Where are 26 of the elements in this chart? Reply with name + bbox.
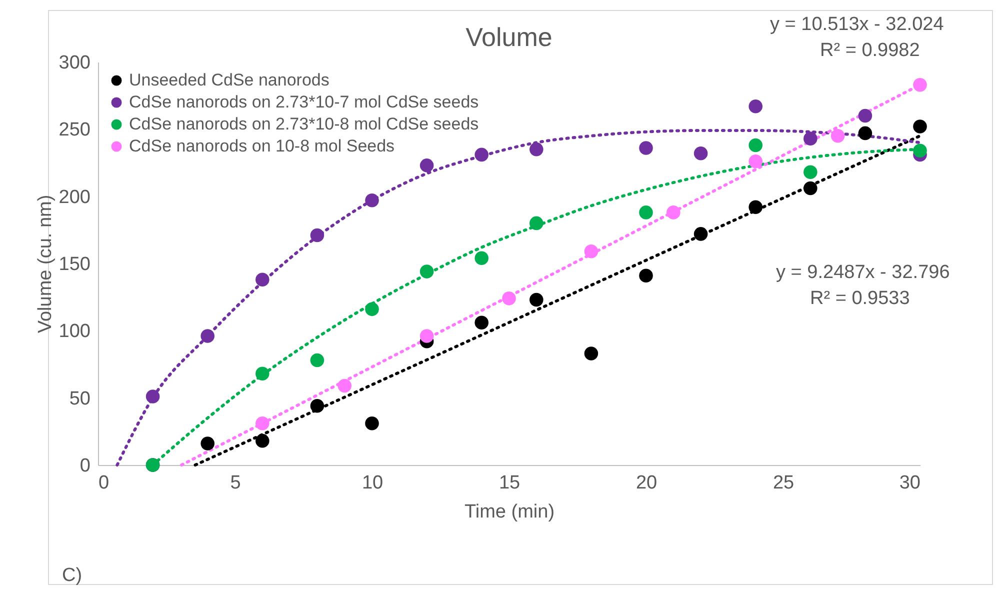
annotation: R² = 0.9533 — [810, 288, 910, 310]
legend-label: CdSe nanorods on 2.73*10-8 mol CdSe seeds — [129, 114, 479, 134]
legend-label: CdSe nanorods on 2.73*10-7 mol CdSe seeds — [129, 92, 479, 112]
y-axis-title: Volume (cu. nm) — [34, 194, 56, 334]
legend-label: Unseeded CdSe nanorods — [129, 70, 330, 90]
y-tick-label: 250 — [58, 120, 90, 141]
x-tick-label: 30 — [899, 472, 920, 494]
x-tick-label: 20 — [636, 472, 658, 494]
y-tick-label: 150 — [58, 254, 90, 275]
y-tick-label: 50 — [69, 388, 90, 410]
y-tick-label: 100 — [58, 321, 90, 342]
y-tick-label: 0 — [80, 456, 90, 476]
text: C) — [62, 565, 82, 587]
y-tick-label: 200 — [58, 186, 90, 208]
x-tick-label: 25 — [772, 472, 794, 494]
x-tick-label: 10 — [362, 472, 384, 494]
text: y = 10.513x - 32.024 — [770, 14, 944, 36]
legend-label: CdSe nanorods on 10-8 mol Seeds — [129, 136, 395, 156]
annotation: y = 9.2487x - 32.796 — [776, 262, 950, 284]
x-axis-title: Time (min) — [464, 502, 555, 522]
x-tick-label: 5 — [230, 472, 241, 494]
y-tick-label: 300 — [58, 52, 90, 74]
chart-title: Volume — [466, 22, 552, 52]
x-tick-label: 0 — [98, 472, 110, 494]
x-tick-label: 15 — [498, 472, 520, 494]
text: R² = 0.9982 — [820, 40, 920, 62]
